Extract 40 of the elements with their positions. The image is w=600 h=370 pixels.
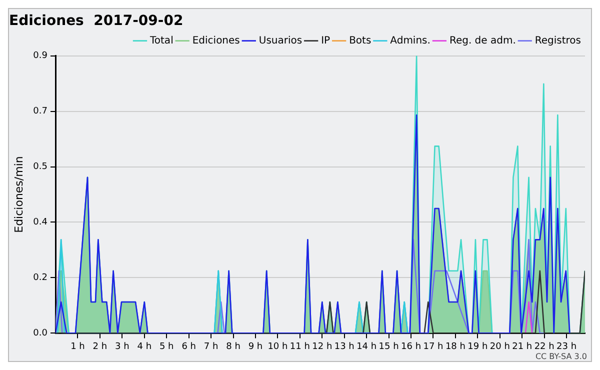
x-tick-label: 13 h xyxy=(334,342,354,352)
x-tick-label: 22 h xyxy=(534,342,554,352)
legend-label: IP xyxy=(321,35,330,46)
x-tick-label: 12 h xyxy=(312,342,332,352)
y-tick-label: 0.4 xyxy=(33,218,48,228)
x-tick-label: 15 h xyxy=(378,342,399,352)
y-tick-label: 0.9 xyxy=(33,51,48,62)
x-tick-label: 16 h xyxy=(401,342,422,352)
x-tick-label: 3 h xyxy=(115,342,130,352)
x-tick-label: 14 h xyxy=(356,342,377,352)
y-tick-label: 0.0 xyxy=(33,328,48,339)
x-tick-label: 18 h xyxy=(445,342,466,352)
x-tick-label: 6 h xyxy=(182,342,196,352)
text: CC BY-SA 3.0 xyxy=(535,352,587,362)
y-tick-label: 0.2 xyxy=(33,273,48,284)
legend-label: Reg. de adm. xyxy=(449,35,516,46)
x-tick-label: 10 h xyxy=(268,342,288,352)
x-tick-label: 4 h xyxy=(137,342,152,352)
legend-label: Usuarios xyxy=(258,35,302,46)
x-tick-label: 20 h xyxy=(490,342,510,352)
y-axis-title: Ediciones/min xyxy=(12,156,26,233)
y-tick-label: 0.7 xyxy=(33,106,48,117)
legend-label: Admins. xyxy=(390,35,430,46)
x-tick-label: 8 h xyxy=(226,342,240,352)
x-tick-label: 11 h xyxy=(290,342,310,352)
legend-label: Bots xyxy=(349,35,372,46)
x-tick-label: 1 h xyxy=(70,342,85,352)
y-tick-label: 0.5 xyxy=(33,162,48,172)
chart-title: Ediciones 2017-09-02 xyxy=(9,13,184,30)
legend-label: Total xyxy=(148,35,174,46)
x-tick-label: 19 h xyxy=(468,342,488,352)
x-tick-label: 21 h xyxy=(512,342,532,352)
legend-label: Registros xyxy=(534,35,582,46)
x-tick-label: 2 h xyxy=(92,342,108,352)
x-tick-label: 5 h xyxy=(159,342,174,352)
x-tick-label: 17 h xyxy=(423,342,444,352)
x-tick-label: 7 h xyxy=(204,342,218,352)
x-tick-label: 9 h xyxy=(248,342,263,352)
x-tick-label: 23 h xyxy=(556,342,577,352)
legend-label: Ediciones xyxy=(192,35,240,46)
